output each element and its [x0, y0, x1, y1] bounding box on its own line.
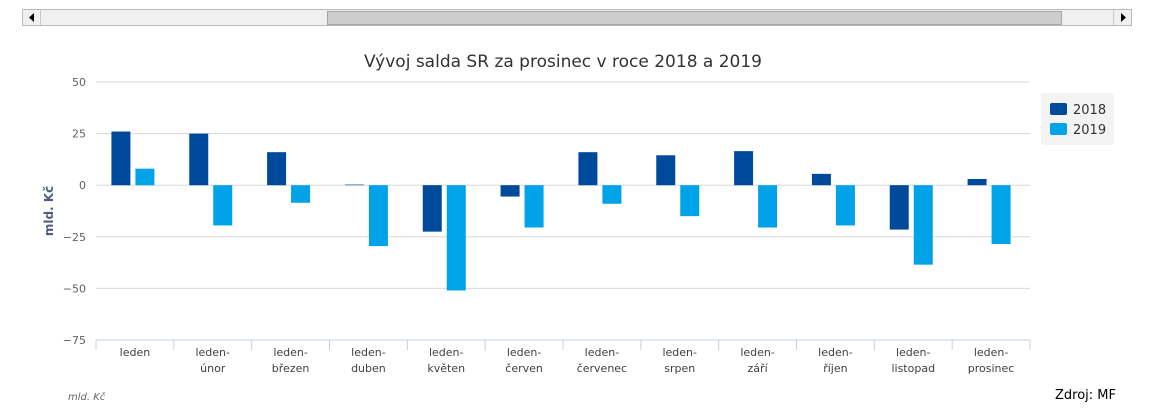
x-tick-label: leden-	[818, 346, 853, 359]
x-tick-label: listopad	[891, 362, 935, 375]
bar-2019	[213, 185, 233, 226]
bar-chart: Vývoj salda SR za prosinec v roce 2018 a…	[42, 52, 1114, 375]
x-tick-label: červenec	[577, 362, 627, 375]
bar-2019	[602, 185, 622, 204]
bar-2019	[835, 185, 855, 226]
bar-2019	[291, 185, 311, 203]
x-tick-label: leden-	[351, 346, 386, 359]
bar-2019	[680, 185, 700, 217]
bar-2019	[135, 168, 155, 186]
bar-2018	[889, 185, 909, 230]
y-tick-label: −75	[63, 334, 86, 347]
horizontal-scrollbar[interactable]	[22, 9, 1132, 26]
x-tick-label: prosinec	[968, 362, 1015, 375]
bar-2018	[344, 184, 364, 186]
bar-2018	[189, 133, 209, 186]
bar-2018	[267, 152, 287, 186]
y-tick-label: −25	[63, 231, 86, 244]
triangle-left-icon	[28, 13, 34, 22]
x-tick-label: duben	[351, 362, 386, 375]
scroll-left-button[interactable]	[23, 10, 41, 25]
x-tick-label: leden-	[585, 346, 620, 359]
legend-swatch-2019	[1050, 123, 1067, 135]
bar-2018	[656, 155, 676, 186]
bar-2018	[500, 185, 520, 197]
x-tick-label: říjen	[823, 362, 847, 375]
bar-2019	[524, 185, 544, 228]
legend-swatch-2018	[1050, 103, 1067, 115]
x-tick-label: srpen	[664, 362, 695, 375]
bar-2018	[111, 131, 131, 186]
y-axis-label: mld. Kč	[42, 186, 56, 236]
scroll-right-button[interactable]	[1113, 10, 1131, 25]
bar-2019	[368, 185, 388, 247]
bar-2019	[758, 185, 778, 228]
bar-2018	[422, 185, 442, 232]
footer-source: Zdroj: MF	[1055, 388, 1116, 403]
legend-label-2018: 2018	[1073, 103, 1106, 118]
x-tick-label: leden-	[273, 346, 308, 359]
x-tick-label: leden	[120, 346, 151, 359]
bar-2018	[734, 151, 754, 186]
bar-2018	[578, 152, 598, 186]
bar-2018	[967, 179, 987, 186]
x-tick-label: leden-	[195, 346, 230, 359]
x-tick-label: leden-	[974, 346, 1009, 359]
x-tick-label: leden-	[429, 346, 464, 359]
y-tick-label: 0	[79, 179, 86, 192]
bar-2019	[913, 185, 933, 265]
bar-2018	[811, 173, 831, 186]
x-tick-label: leden-	[507, 346, 542, 359]
x-tick-label: leden-	[662, 346, 697, 359]
x-tick-label: květen	[427, 362, 465, 375]
triangle-right-icon	[1120, 13, 1126, 22]
footer-unit-note: mld. Kč	[68, 392, 106, 403]
x-tick-label: leden-	[896, 346, 931, 359]
bar-2019	[991, 185, 1011, 245]
y-tick-label: −50	[63, 282, 86, 295]
bar-2019	[446, 185, 466, 291]
chart-title: Vývoj salda SR za prosinec v roce 2018 a…	[364, 52, 762, 72]
x-tick-label: březen	[272, 362, 310, 375]
x-tick-label: únor	[200, 362, 226, 375]
legend-label-2019: 2019	[1073, 123, 1106, 138]
y-tick-label: 50	[72, 76, 86, 89]
x-tick-label: září	[748, 362, 769, 375]
scrollbar-thumb[interactable]	[327, 11, 1062, 25]
y-tick-label: 25	[72, 128, 86, 141]
x-tick-label: leden-	[740, 346, 775, 359]
x-tick-label: červen	[505, 362, 543, 375]
